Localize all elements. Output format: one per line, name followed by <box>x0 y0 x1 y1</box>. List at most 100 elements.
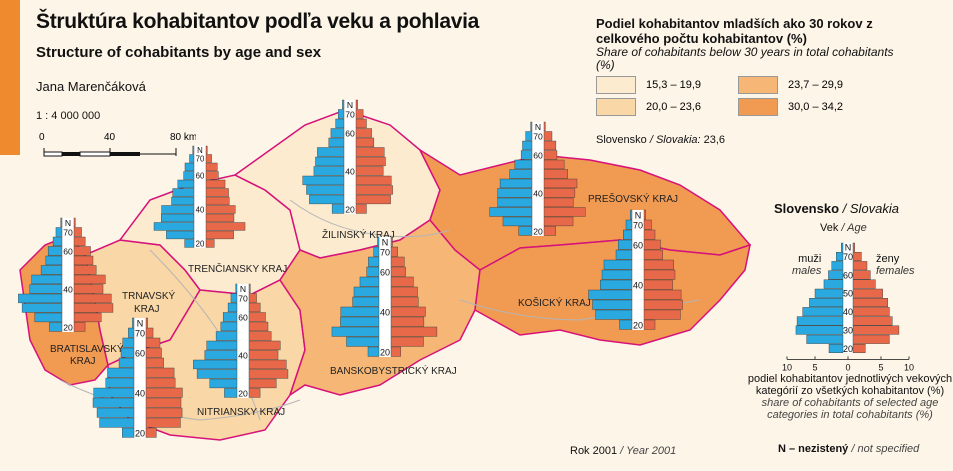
pyramid-bar-female <box>248 350 279 360</box>
pyramid-bar-female <box>248 302 261 313</box>
year-sk: Rok 2001 <box>570 445 618 457</box>
map-title: Štruktúra kohabitantov podľa veku a pohl… <box>36 10 479 33</box>
age-axis-label: Vek / Age <box>820 222 867 234</box>
pyramid-bar-female <box>390 236 393 247</box>
pyramid-age-label: 20 <box>63 323 73 333</box>
pyramid-bar-male <box>522 140 533 151</box>
pyramid-axis-strip <box>134 318 146 438</box>
pyramid-bar-female <box>205 162 218 172</box>
pyramid-bar-female <box>205 230 234 240</box>
pyramid-bar-female <box>643 289 682 300</box>
pyramid-bar-female <box>355 185 393 195</box>
legend-label: 20,0 – 23,6 <box>646 101 702 113</box>
pyramid-age-label: 20 <box>380 348 390 358</box>
pyramid-bar-female <box>355 118 367 129</box>
pyramid-age-label: N <box>65 218 71 228</box>
pyramid-bar-male <box>619 319 633 330</box>
inset-x-tick-label: 10 <box>782 362 792 372</box>
inset-age-label: N <box>845 243 852 253</box>
pyramid-bar-male <box>346 336 380 347</box>
pyramid-bar-female <box>205 222 246 231</box>
pyramid-3: N70 60 40 20 <box>489 121 586 237</box>
pyramid-bar-male <box>122 427 135 438</box>
inset-caption-sk: podiel kohabitantov jednotlivých vekovýc… <box>747 373 953 397</box>
inset-x-tick-label: 0 <box>845 362 850 372</box>
pyramid-bar-female <box>205 196 230 206</box>
pyramid-bar-female <box>145 377 176 388</box>
legend-title-sk: Podiel kohabitantov mladších ako 30 roko… <box>596 16 873 46</box>
pyramid-axis-strip <box>379 237 391 357</box>
inset-bar-female <box>852 298 888 308</box>
pyramid-bar-female <box>643 239 661 250</box>
pyramid-age-label: N <box>240 284 246 294</box>
inset-age-label: 60 <box>843 270 853 280</box>
pyramid-axis-strip <box>532 122 544 236</box>
pyramid-bar-male <box>189 154 195 163</box>
pyramid-bar-male <box>34 312 63 323</box>
pyramid-axis-strip <box>632 210 644 330</box>
pyramid-bar-male <box>107 367 135 378</box>
pyramid-bar-male <box>497 188 533 198</box>
pyramid-bar-female <box>248 359 287 370</box>
inset-bar-female <box>852 251 862 261</box>
pyramid-bar-male <box>499 178 533 189</box>
female-label: ženy females <box>876 253 915 277</box>
pyramid-bar-male <box>502 216 533 227</box>
pyramid-bar-male <box>530 121 533 132</box>
inset-age-label: 50 <box>843 289 853 299</box>
pyramid-bar-male <box>340 306 380 317</box>
pyramid-bar-male <box>172 188 195 197</box>
pyramid-bar-female <box>543 178 578 189</box>
pyramid-bar-female <box>73 217 76 228</box>
male-label-sk: muži <box>798 253 822 265</box>
pyramid-bar-female <box>145 367 175 378</box>
female-label-sk: ženy <box>876 253 900 265</box>
pyramid-age-label: 40 <box>345 167 355 177</box>
inset-title: Slovensko / Slovakia <box>774 201 899 216</box>
pyramid-bar-male <box>489 207 533 217</box>
scale-tick-40: 40 <box>104 132 116 143</box>
pyramid-age-label: N <box>382 238 389 248</box>
pyramid-bar-male <box>209 378 238 389</box>
inset-bar-female <box>852 261 868 271</box>
pyramid-bar-female <box>248 283 251 294</box>
pyramid-bar-female <box>73 265 97 275</box>
region-label-trnavsky-2: KRAJ <box>134 304 160 315</box>
pyramid-bar-male <box>184 162 195 172</box>
national-average: Slovensko / Slovakia: 23,6 <box>596 134 725 146</box>
pyramid-bar-male <box>92 397 135 408</box>
pyramid-bar-male <box>592 299 633 310</box>
pyramid-bar-male <box>338 109 345 119</box>
pyramid-bar-male <box>206 340 238 351</box>
pyramid-age-label: 40 <box>380 308 390 318</box>
pyramid-bar-female <box>145 427 157 438</box>
legend-swatch <box>596 98 636 116</box>
pyramid-bar-male <box>601 269 633 280</box>
pyramid-bar-female <box>145 397 182 408</box>
pyramid-5: N70 60 40 20 <box>193 283 289 399</box>
pyramid-age-label: 60 <box>533 151 543 161</box>
pyramid-bar-female <box>248 312 266 322</box>
pyramid-bar-female <box>73 284 104 294</box>
pyramid-bar-female <box>248 340 281 351</box>
pyramid-age-label: 40 <box>196 206 205 215</box>
pyramid-bar-male <box>204 350 238 360</box>
pyramid-4: N70 60 40 20 <box>92 317 183 439</box>
pyramid-bar-male <box>630 209 633 220</box>
pyramid-bar-male <box>335 118 345 129</box>
inset-bar-male <box>802 307 844 317</box>
pyramid-bar-male <box>518 226 533 236</box>
n-note-sk: N – nezistený <box>778 443 849 455</box>
pyramid-bar-male <box>313 166 345 176</box>
age-label-sk: Vek <box>820 222 839 234</box>
pyramid-bar-female <box>248 369 289 379</box>
scale-tick-0: 0 <box>39 132 45 143</box>
inset-bar-male <box>796 316 844 326</box>
region-label-trencsiansky: TRENČIANSKY KRAJ <box>188 262 287 275</box>
pyramid-bar-male <box>520 150 533 160</box>
pyramid-bar-female <box>643 269 676 280</box>
pyramid-age-label: 70 <box>633 221 643 231</box>
inset-bar-male <box>836 251 844 261</box>
inset-bar-female <box>852 270 871 280</box>
